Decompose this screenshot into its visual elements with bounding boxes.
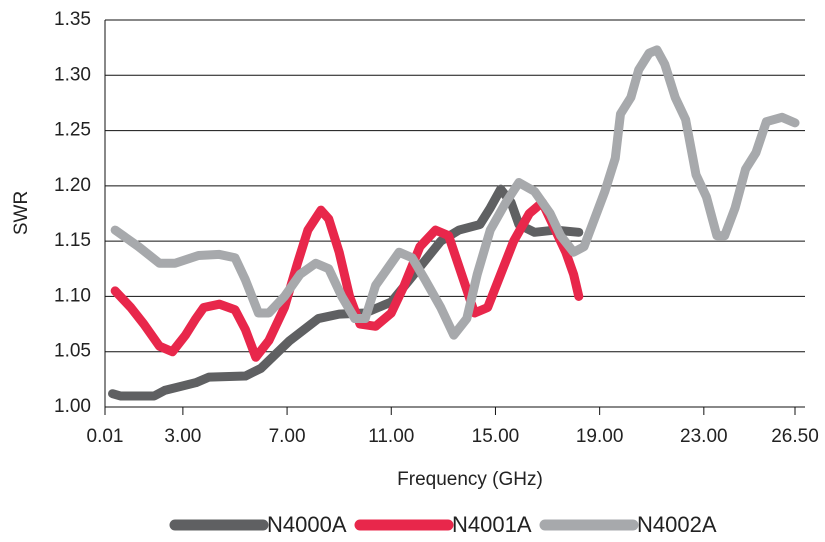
line [110,45,800,340]
y-tick-label: 1.30 [54,64,91,85]
x-tick-label: 26.50 [771,426,819,447]
x-tick-label: 15.00 [472,426,520,447]
y-tick-label: 1.05 [54,341,91,362]
x-axis-label: Frequency (GHz) [397,469,543,490]
x-tick-label: 11.00 [368,426,414,447]
x-tick-label: 23.00 [680,426,728,447]
y-tick-label: 1.35 [54,9,91,30]
legend-label: N4000A [267,512,347,537]
x-tick-label: 7.00 [269,426,306,447]
x-tick-label: 19.00 [576,426,624,447]
y-tick-label: 1.10 [54,285,91,306]
legend-label: N4001A [452,512,532,537]
x-tick-label: 3.00 [164,426,201,447]
legend-label: N4002A [637,512,717,537]
y-tick-label: 1.25 [54,120,91,141]
line [110,197,584,362]
y-tick-label: 1.20 [54,175,91,196]
y-tick-label: 1.15 [54,230,91,251]
x-tick-label: 0.01 [87,426,124,447]
y-tick-label: 1.00 [54,396,91,417]
y-axis-label: SWR [11,191,32,235]
line [108,184,584,401]
